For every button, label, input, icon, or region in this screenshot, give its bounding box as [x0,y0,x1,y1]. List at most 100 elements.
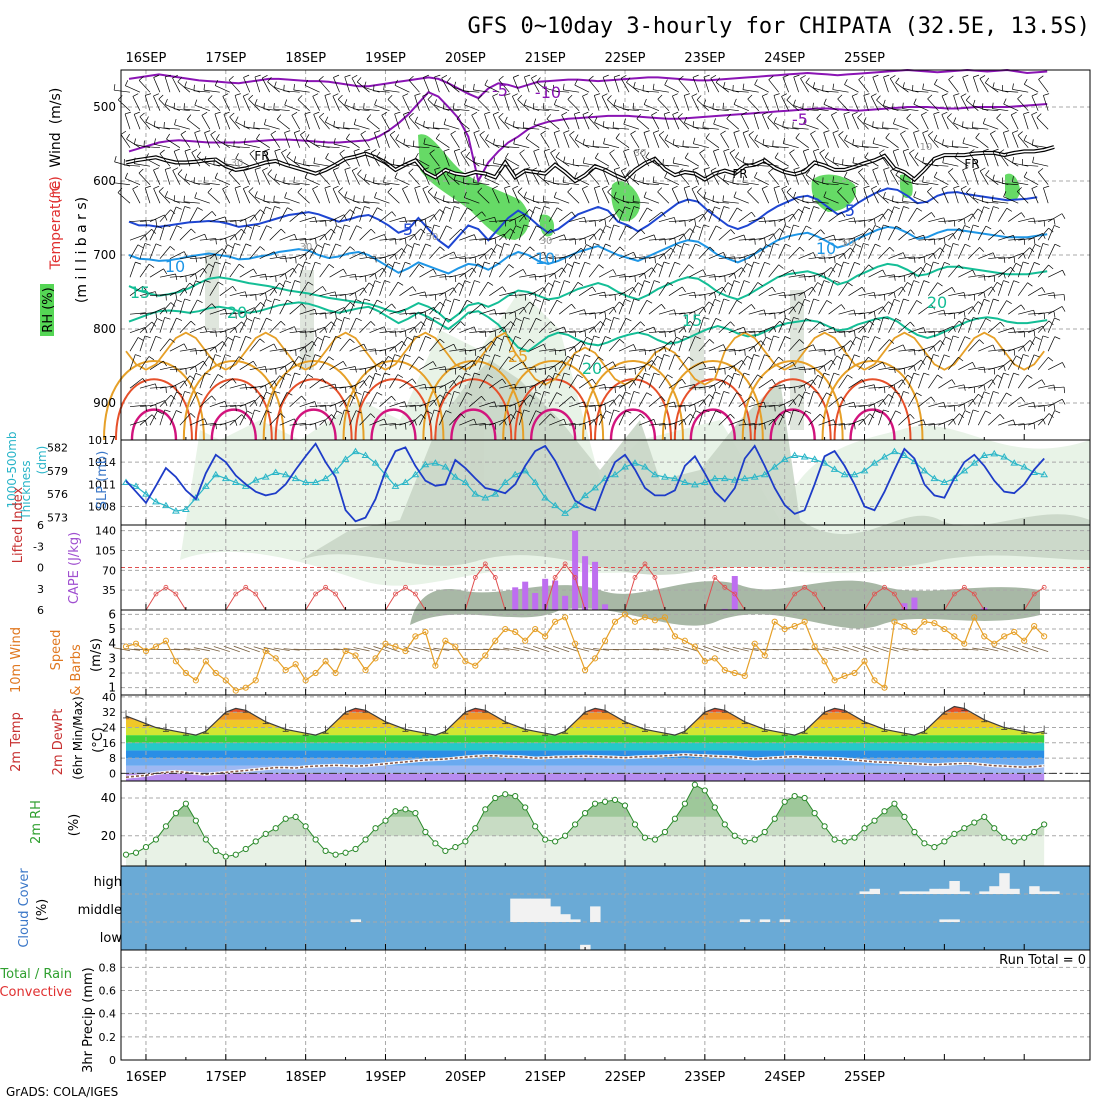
wind-barb [329,225,337,241]
precip-legend-total: Total / Rain [0,967,72,982]
wind-barb [858,218,875,223]
wind-barb [718,375,729,389]
lifted-index-marker [253,591,259,597]
wind-barb [114,89,131,93]
wind-barb-flag [959,413,965,419]
wind-barb [818,267,832,278]
wind-barb [164,76,171,93]
wind-barb-flag [723,82,726,88]
lifted-index-marker [413,591,418,597]
wind-barb-flag [314,216,318,223]
wind-barb-flag [574,261,580,265]
wind-barb [588,356,599,370]
wind-barb [962,648,979,651]
wind-barb [698,339,710,352]
wind-barb-flag [225,354,231,357]
wind-barb [363,108,380,112]
wind-barb-flag [913,272,916,279]
cape-bar [542,578,549,610]
wind-barb-flag [533,118,537,125]
wind-speed-marker [851,669,858,677]
thickness-marker [501,478,510,485]
wind-barb [838,261,844,278]
wind-barb [742,132,750,148]
wind-barb-flag [284,273,288,280]
wind-barb [864,157,879,167]
wind-barb [353,647,370,652]
wind-barb-flag [729,149,736,154]
wind-barb [818,373,825,389]
wind-barb-flag [534,366,537,373]
wind-barb-flag [172,74,178,79]
wind-barb [928,354,934,370]
wind-barb-flag [214,172,218,179]
wind-barb-flag [155,243,162,247]
wind-barb-flag [420,228,426,234]
wind-barb-flag [1029,340,1035,345]
wind-barb-flag [703,224,710,228]
wind-barb [441,170,450,185]
rh2m-marker [681,800,688,807]
wind-barb [888,379,903,389]
wind-barb [684,122,700,130]
wind-tick-label: 3 [108,651,116,665]
wind-barb-flag [632,287,637,293]
wind-barb-flag [460,228,466,234]
wind-barb-flag [883,192,886,198]
wind-barb-flag [473,418,477,425]
wind-barb [449,256,466,260]
wind-barb [499,383,515,389]
lifted-index-marker [792,591,798,597]
wind-barb-flag [930,304,936,310]
rh2m-marker [192,817,199,824]
wind-barb-flag [838,131,844,136]
wind-barb-flag [176,299,182,303]
wind-barb [938,418,954,426]
thickness-marker [611,470,619,478]
wind-barb-flag [843,111,850,115]
wind-barb [548,267,563,278]
wind-barb-flag [353,102,355,109]
wind-barb [788,224,794,241]
wind-barb-flag [623,148,630,152]
wind-barb-flag [254,224,261,228]
wind-barb [626,82,640,93]
wind-barb-flag [273,195,275,202]
wind-barb [972,647,989,651]
wind-barb-flag [280,320,286,326]
panel-frame [120,609,1091,696]
rh2m-marker [332,851,339,858]
wind-barb [1008,330,1025,334]
wind-barb-flag [861,379,866,385]
wind-barb-flag [644,273,647,279]
wind-barb-flag [985,170,990,176]
wind-barb [1038,292,1054,297]
wind-barb [149,360,164,370]
rh2m-marker [502,791,509,798]
wind-barb-flag [415,152,419,159]
wind-barb [658,134,670,148]
wind-barb-flag [363,343,367,350]
wind-barb [778,213,793,223]
rh2m-marker [122,851,130,858]
wind-barb-flag [953,185,960,189]
wind-barb [588,384,605,389]
wind-barb [1036,117,1049,130]
wind-barb-flag [744,257,746,264]
rh2m-marker [671,815,679,822]
wind-speed-marker [911,628,918,636]
wind-barb [359,298,365,315]
wind-barb-flag [586,244,592,248]
thickness-marker [421,460,430,468]
wind-barb [329,307,345,315]
wind-barb [329,399,345,408]
wind-barb [1017,340,1031,352]
wind-barb-flag [356,317,362,321]
wind-barb [718,391,724,407]
rh2m-marker [871,817,878,824]
wind-barb-flag [868,264,874,269]
wind-barb-flag [861,287,866,293]
wind-barb [678,218,695,223]
wind-barb-flag [463,177,465,184]
wind-barb-flag [753,354,760,357]
